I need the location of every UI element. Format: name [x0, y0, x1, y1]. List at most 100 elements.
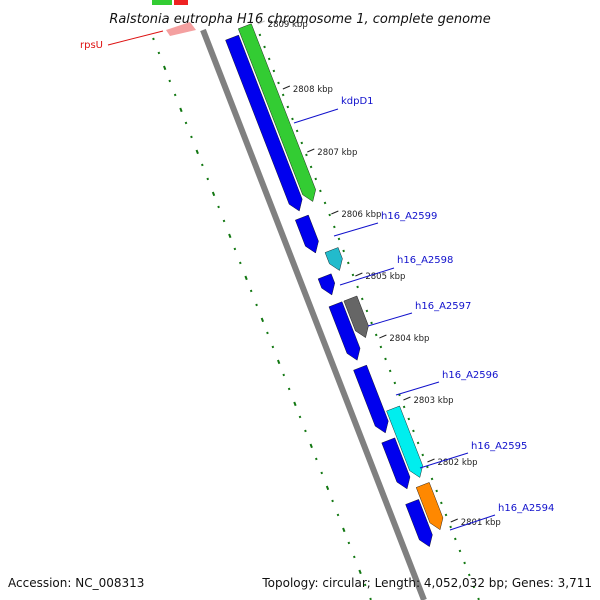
scale-tick-label: 2806 kbp [341, 210, 381, 220]
scale-tick-label: 2802 kbp [437, 458, 477, 468]
gene-label-leader [293, 108, 339, 124]
gc-dot [228, 233, 232, 239]
gc-dot [336, 513, 340, 517]
tick-dot [384, 357, 387, 361]
cds-gray-arrow [343, 295, 369, 338]
tick-dot [374, 333, 378, 337]
gc-dot [168, 79, 172, 83]
gc-dot [282, 373, 286, 377]
tick-dot [426, 465, 429, 469]
tick-dot [370, 321, 373, 325]
tick-dot [388, 369, 392, 373]
tick-dot [435, 489, 438, 493]
tick-dot [356, 285, 359, 289]
tick-dot [467, 573, 471, 577]
gene-label-h16_A2599: h16_A2599 [381, 211, 437, 222]
tick-dot [281, 93, 285, 97]
tick-dot [472, 585, 476, 589]
tick-dot [295, 129, 299, 133]
gc-dot [195, 149, 199, 155]
tick-dot [258, 33, 262, 37]
gene-label-leader [449, 514, 496, 531]
chromosome-backbone [200, 28, 427, 600]
tick-dot [263, 45, 266, 49]
tick-dot [286, 105, 290, 109]
gc-dot [298, 415, 302, 419]
gene-label-leader [339, 267, 395, 286]
tick-dot [402, 405, 406, 409]
gc-dot [271, 345, 275, 349]
accession-text: Accession: NC_008313 [8, 576, 144, 590]
tick-dot [416, 441, 420, 445]
gene-label-h16_A2598: h16_A2598 [397, 255, 453, 266]
tick-dot [379, 345, 383, 349]
scale-tick-label: 2801 kbp [461, 518, 501, 528]
cds-kdpD1-arrow [225, 34, 303, 212]
scale-tick-mark [450, 518, 458, 523]
tick-dot [449, 525, 452, 529]
cds-green-arrow [238, 23, 316, 202]
scale-tick-mark [379, 334, 387, 339]
gc-dot [363, 583, 367, 587]
tick-dot [267, 57, 271, 61]
cds-h16_A2597-arrow [328, 301, 361, 361]
tick-dot [393, 381, 397, 385]
gene-label-h16_A2594: h16_A2594 [498, 503, 554, 514]
gc-dot [222, 219, 226, 223]
gene-label-leader [395, 381, 440, 396]
gene-labels: rpsU kdpD1 h16_A2599 h16_A2598 h16_A2597 h16_… [80, 30, 554, 531]
tick-dot [454, 537, 457, 541]
tick-dot [463, 561, 466, 565]
tick-dot [421, 453, 425, 457]
scale-tick-label: 2803 kbp [413, 396, 453, 406]
cds-h16_A2596-arrow [353, 364, 389, 434]
tick-dot [440, 501, 443, 505]
gc-dot [157, 51, 161, 55]
gc-dot [152, 37, 155, 41]
gc-dot [331, 499, 334, 503]
scale-ticks: 2809 kbp 2808 kbp 2807 kbp 2806 kbp 2805 kbp… [257, 20, 501, 528]
tick-dot [444, 513, 448, 517]
gc-dot [342, 527, 346, 533]
tick-dot [309, 165, 313, 169]
scale-tick-label: 2809 kbp [268, 20, 308, 30]
tick-dot [458, 549, 462, 553]
cds-h16_A2598-arrow [317, 273, 335, 296]
scale-tick-mark [257, 20, 265, 25]
scale-tick-mark [307, 148, 315, 153]
cds-teal-arrow [324, 247, 343, 271]
gc-dot [190, 135, 193, 139]
gc-dot [304, 429, 307, 433]
gc-dot [201, 163, 204, 167]
gc-dot [249, 289, 253, 293]
gc-dot [211, 191, 216, 197]
tick-dot [351, 273, 355, 277]
gc-dot [325, 485, 330, 491]
gene-label-h16_A2596: h16_A2596 [442, 370, 498, 381]
gc-dot [184, 121, 188, 125]
genome-summary-text: Topology: circular; Length: 4,052,032 bp… [261, 576, 592, 590]
scale-tick-label: 2804 kbp [389, 334, 429, 344]
tick-dot [319, 189, 322, 193]
gc-dot [173, 93, 177, 97]
gene-label-rpsU: rpsU [80, 40, 103, 51]
gene-label-h16_A2597: h16_A2597 [415, 301, 471, 312]
gc-dot [315, 457, 318, 461]
tick-dot [272, 69, 276, 73]
scale-tick-mark [427, 458, 435, 463]
gene-label-leader [367, 312, 413, 327]
cds-cyan-arrow [386, 405, 423, 478]
cds-orange-arrow [415, 482, 444, 531]
gc-dot [347, 541, 351, 545]
gc-dot [277, 359, 281, 365]
gc-dot [293, 401, 297, 407]
gc-dot [244, 275, 248, 281]
gene-label-leader [107, 30, 164, 46]
tick-dot [305, 153, 308, 157]
tick-dot [360, 297, 364, 301]
tick-track [258, 33, 480, 600]
gc-dot [309, 443, 313, 449]
cds-rpsU-arrow [166, 22, 196, 36]
gc-dot [239, 261, 242, 265]
